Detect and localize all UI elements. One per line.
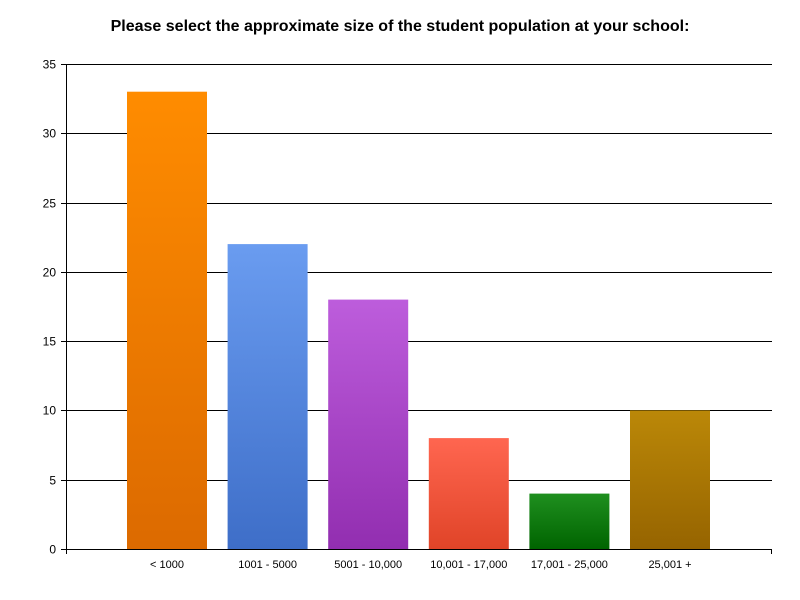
bar bbox=[127, 91, 207, 549]
bar bbox=[227, 244, 308, 549]
y-tick-label: 10 bbox=[43, 404, 57, 418]
tick-labels: 0 5 10 15 20 25 30 35 < 1000 1001 - 5000 5001 - 10… bbox=[43, 58, 692, 572]
y-tick-label: 0 bbox=[49, 543, 56, 557]
y-tick-label: 20 bbox=[43, 266, 57, 280]
y-tick-label: 35 bbox=[43, 58, 57, 72]
x-tick-label: 25,001 + bbox=[648, 559, 691, 571]
chart-title: Please select the approximate size of th… bbox=[110, 18, 690, 35]
x-tick-label: 1001 - 5000 bbox=[238, 559, 297, 571]
bar bbox=[428, 438, 509, 549]
x-tick-label: 5001 - 10,000 bbox=[334, 559, 402, 571]
y-tick-label: 15 bbox=[43, 335, 57, 349]
bar bbox=[328, 299, 409, 549]
y-tick-label: 5 bbox=[49, 474, 56, 488]
axes bbox=[61, 64, 772, 554]
x-tick-label: 10,001 - 17,000 bbox=[430, 559, 507, 571]
y-tick-label: 25 bbox=[43, 197, 57, 211]
bars bbox=[127, 91, 710, 549]
x-tick-label: < 1000 bbox=[150, 559, 184, 571]
x-tick-label: 17,001 - 25,000 bbox=[531, 559, 608, 571]
y-tick-label: 30 bbox=[43, 127, 57, 141]
bar bbox=[529, 493, 610, 549]
bar bbox=[630, 410, 710, 549]
